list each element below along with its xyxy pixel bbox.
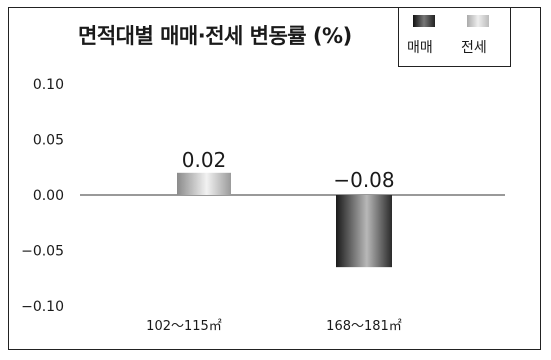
data-label: 0.02 xyxy=(182,148,227,172)
y-tick-label: −0.05 xyxy=(21,244,64,260)
bar-102-115 xyxy=(177,172,231,195)
legend-swatch-jeonse xyxy=(467,15,489,27)
data-label: −0.08 xyxy=(333,168,394,192)
category-label: 168～181㎡ xyxy=(326,319,402,334)
y-tick-label: 0.10 xyxy=(33,77,64,93)
y-tick-label: −0.10 xyxy=(21,299,64,315)
bar-168-181 xyxy=(336,195,392,268)
chart-title: 면적대별 매매·전세 변동률 (%) xyxy=(78,24,352,48)
category-label: 102～115㎡ xyxy=(146,319,222,334)
legend-label-sales: 매매 xyxy=(407,40,433,56)
legend-label-jeonse: 전세 xyxy=(461,40,487,56)
legend: 매매 전세 xyxy=(398,7,511,67)
y-tick-label: 0.05 xyxy=(33,133,64,149)
y-tick-label: 0.00 xyxy=(33,188,64,204)
legend-swatch-sales xyxy=(413,15,435,27)
